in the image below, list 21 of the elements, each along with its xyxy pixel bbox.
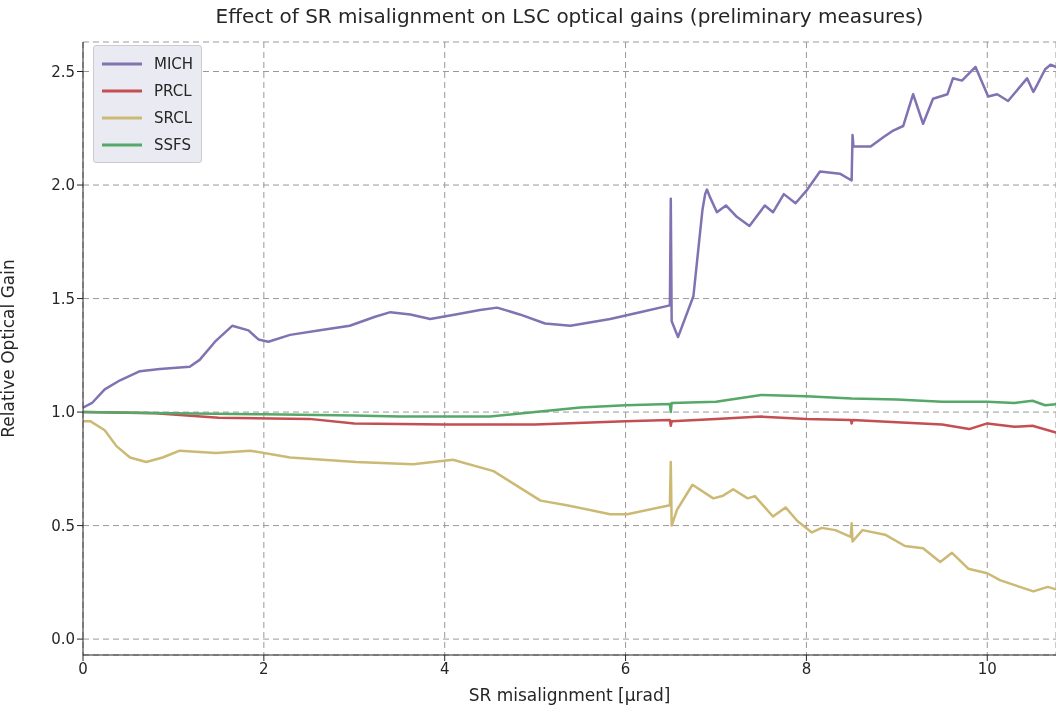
legend-label: MICH [154, 54, 194, 73]
y-tick-label: 0.0 [51, 630, 75, 649]
x-tick-label: 10 [977, 659, 997, 678]
x-axis-title: SR misalignment [μrad] [468, 685, 671, 705]
legend-label: PRCL [154, 81, 192, 100]
y-tick-label: 2.0 [51, 176, 75, 195]
line-series [83, 393, 1056, 418]
x-tick-label: 4 [439, 659, 450, 678]
x-tick-label: 6 [620, 659, 631, 678]
y-tick-label: 2.5 [51, 62, 75, 81]
chart-title: Effect of SR misalignment on LSC optical gains (preliminary measures) [214, 4, 925, 28]
x-tick-label: 2 [259, 659, 269, 678]
y-tick-label: 1.0 [51, 403, 75, 422]
x-tick-label: 0 [78, 659, 88, 678]
x-tick-label: 8 [801, 659, 812, 678]
y-axis-title: Relative Optical Gain [0, 259, 19, 438]
legend-label: SRCL [154, 108, 193, 127]
y-tick-label: 1.5 [51, 289, 75, 308]
y-tick-label: 0.5 [51, 516, 75, 535]
legend-label: SSFS [154, 135, 191, 154]
line-series [83, 419, 1056, 593]
